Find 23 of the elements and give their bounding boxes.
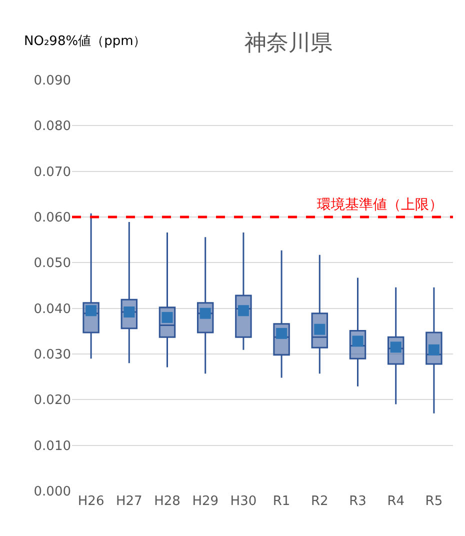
y-tick-label: 0.020 (34, 393, 71, 408)
x-tick-label: R3 (349, 494, 366, 509)
x-tick-label: H26 (78, 494, 104, 509)
x-tick-label: R5 (425, 494, 443, 509)
x-tick-label: H30 (230, 494, 257, 509)
chart-title: 神奈川県 (244, 31, 332, 56)
x-tick-label: R2 (310, 494, 328, 509)
y-axis-title: NO₂98%値（ppm） (24, 34, 146, 49)
x-tick-label: R4 (387, 494, 405, 509)
y-tick-label: 0.070 (34, 164, 71, 180)
y-tick-label: 0.080 (34, 119, 71, 134)
x-tick-label: R1 (272, 494, 290, 509)
y-tick-label: 0.040 (34, 302, 71, 317)
y-tick-label: 0.000 (34, 484, 71, 500)
y-tick-label: 0.050 (34, 256, 71, 272)
y-tick-label: 0.030 (34, 348, 71, 363)
ref-line-label: 環境基準値（上限） (317, 197, 443, 213)
y-tick-label: 0.090 (34, 74, 71, 89)
x-tick-label: H28 (154, 494, 180, 509)
y-tick-label: 0.010 (34, 438, 71, 454)
y-tick-label: 0.060 (34, 210, 71, 226)
x-tick-label: H29 (192, 494, 219, 509)
x-tick-label: H27 (116, 494, 142, 509)
